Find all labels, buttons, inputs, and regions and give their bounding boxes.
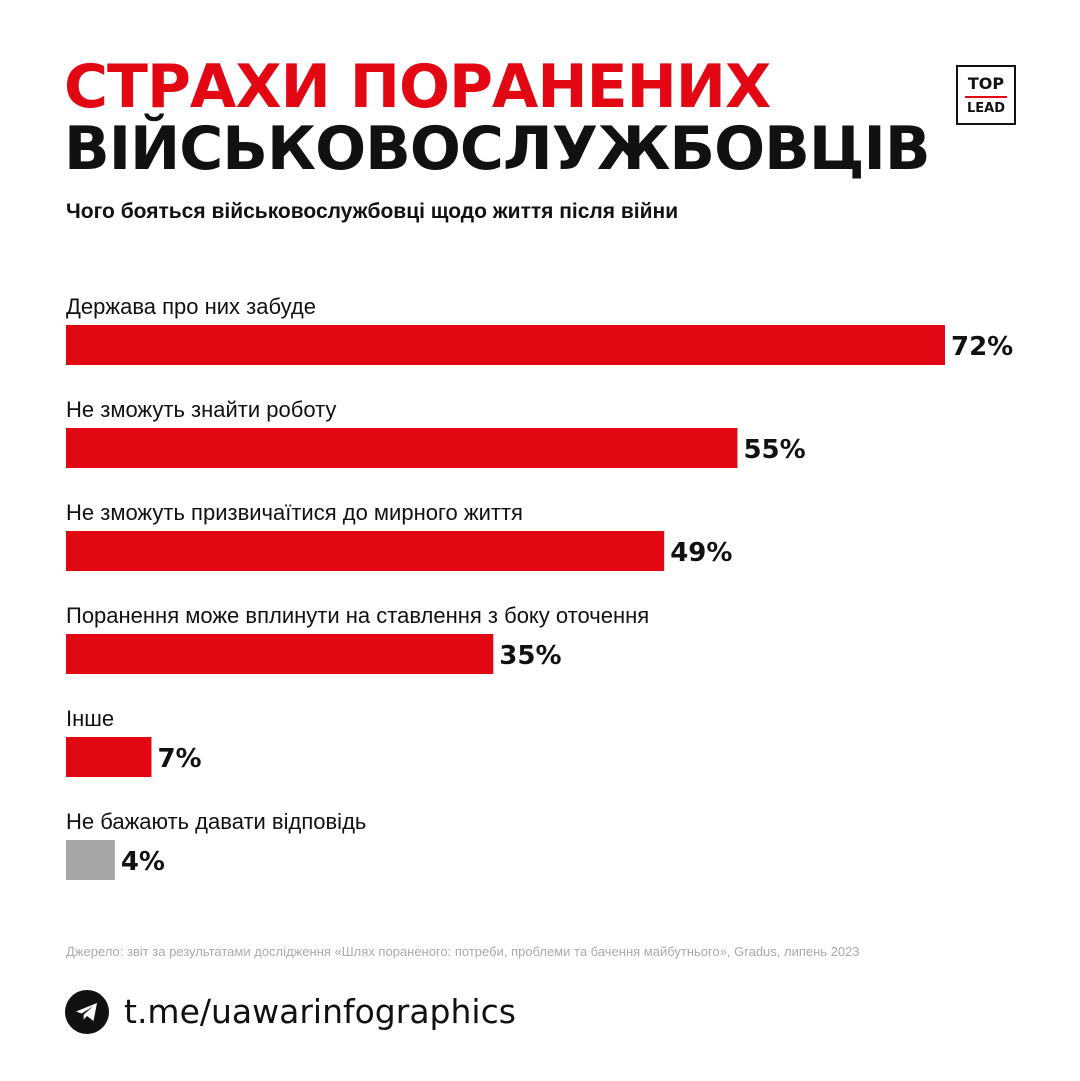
category-label: Не зможуть призвичаїтися до мирного житт… — [66, 500, 523, 525]
value-label: 55% — [743, 435, 805, 465]
chart-subtitle: Чого бояться військовослужбовці щодо жит… — [66, 200, 679, 223]
value-label: 72% — [951, 332, 1013, 362]
value-label: 35% — [499, 641, 561, 671]
telegram-icon[interactable] — [65, 990, 109, 1034]
category-label: Поранення може вплинути на ставлення з б… — [66, 603, 649, 628]
title-line-2: ВІЙСЬКОВОСЛУЖБОВЦІВ — [64, 114, 931, 184]
bar — [66, 737, 152, 777]
value-label: 49% — [670, 538, 732, 568]
logo-top-text: TOP — [967, 73, 1005, 93]
bar — [66, 325, 945, 365]
value-label: 7% — [157, 744, 201, 774]
category-label: Не зможуть знайти роботу — [66, 397, 336, 422]
category-label: Держава про них забуде — [66, 294, 316, 319]
top-lead-logo: TOP LEAD — [956, 65, 1016, 125]
category-label: Не бажають давати відповідь — [66, 809, 366, 834]
title-line-1: СТРАХИ ПОРАНЕНИХ — [64, 52, 771, 122]
source-note: Джерело: звіт за результатами дослідженн… — [66, 944, 860, 959]
value-label: 4% — [121, 847, 165, 877]
category-label: Інше — [66, 706, 114, 731]
logo-divider — [965, 95, 1007, 98]
bar — [66, 634, 494, 674]
telegram-link[interactable]: t.me/uawarinfographics — [124, 992, 516, 1031]
bar — [66, 428, 738, 468]
bar — [66, 840, 115, 880]
bar-chart: Держава про них забуде 72% Не зможуть знай… — [66, 294, 1013, 880]
bar — [66, 531, 665, 571]
logo-bottom-text: LEAD — [966, 100, 1006, 116]
